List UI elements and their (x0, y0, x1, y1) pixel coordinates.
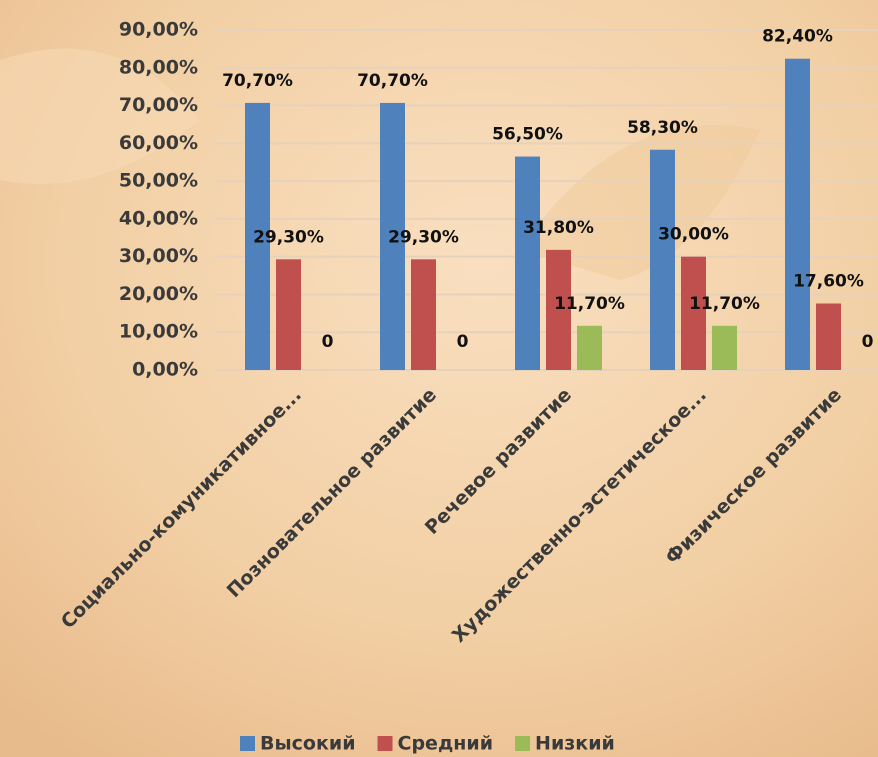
bar (681, 256, 706, 370)
y-tick-label: 10,00% (119, 321, 198, 343)
value-label: 70,70% (222, 71, 293, 91)
value-label: 11,70% (689, 294, 760, 314)
bar (276, 259, 301, 370)
legend-label: Высокий (260, 733, 356, 755)
bar (816, 303, 841, 370)
value-label: 11,70% (554, 294, 625, 314)
background-leaf (0, 48, 200, 184)
background-leaf (520, 125, 760, 280)
y-tick-label: 30,00% (119, 245, 198, 267)
value-label: 0 (862, 332, 874, 352)
y-tick-label: 20,00% (119, 283, 198, 305)
value-label: 0 (322, 332, 334, 352)
bar (577, 325, 602, 370)
legend-swatch (240, 736, 255, 751)
y-tick-label: 0,00% (132, 359, 198, 381)
bar (245, 102, 270, 371)
y-tick-label: 70,00% (119, 94, 198, 116)
value-label: 58,30% (627, 118, 698, 138)
bar (546, 249, 571, 370)
y-tick-label: 80,00% (119, 56, 198, 78)
y-tick-label: 50,00% (119, 170, 198, 192)
bar (411, 259, 436, 370)
value-label: 29,30% (388, 227, 459, 247)
bar (785, 58, 810, 370)
value-label: 31,80% (523, 218, 594, 238)
value-label: 0 (457, 332, 469, 352)
legend-label: Средний (398, 733, 494, 755)
legend-swatch (515, 736, 531, 751)
value-label: 29,30% (253, 227, 324, 247)
y-tick-label: 60,00% (119, 132, 198, 154)
value-label: 56,50% (492, 125, 563, 145)
legend-label: Низкий (535, 733, 615, 755)
value-label: 30,00% (658, 225, 729, 245)
value-label: 70,70% (357, 71, 428, 91)
bar (515, 156, 540, 370)
value-label: 17,60% (793, 272, 864, 292)
bar (712, 325, 737, 370)
bar (380, 102, 405, 371)
bar (650, 149, 675, 370)
y-tick-label: 40,00% (119, 207, 198, 229)
legend-swatch (377, 736, 393, 751)
value-label: 82,40% (762, 27, 833, 47)
y-tick-label: 90,00% (119, 19, 198, 41)
